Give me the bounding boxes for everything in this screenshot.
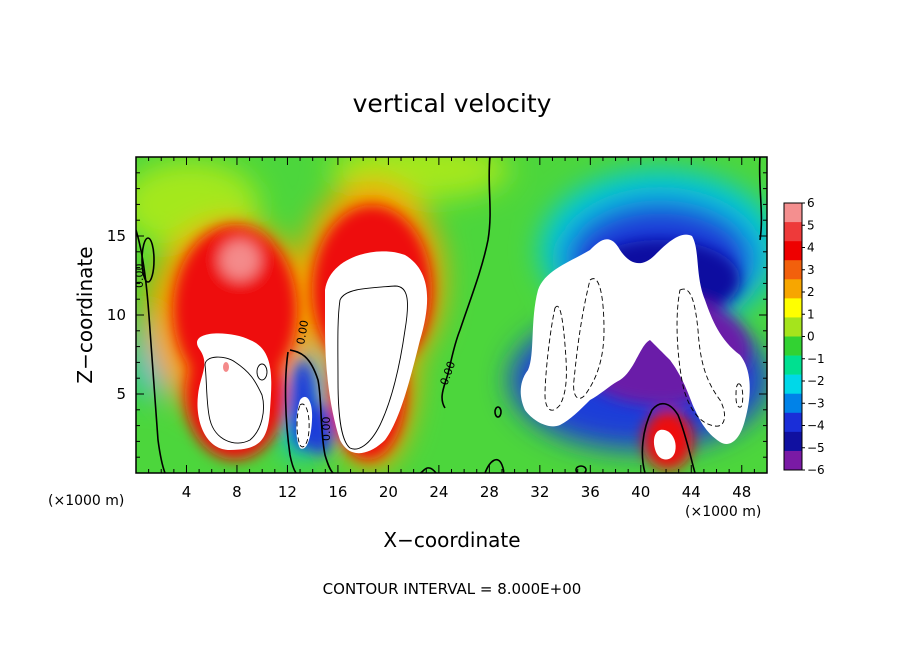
y-tick-label: 15	[107, 227, 126, 245]
colorbar-swatch	[784, 279, 802, 299]
x-tick-label: 28	[480, 483, 499, 501]
x-tick-label: 32	[530, 483, 549, 501]
heatmap-field: 0.00 0.00 0.00 0.00	[133, 157, 767, 473]
chart-title: vertical velocity	[353, 89, 552, 118]
x-tick-label: 44	[682, 483, 701, 501]
updraft-core-left	[196, 333, 272, 450]
updraft-core-center	[325, 251, 428, 454]
colorbar-label: 6	[807, 196, 815, 210]
contour-interval-footer: CONTOUR INTERVAL = 8.000E+00	[323, 580, 582, 598]
colorbar-swatch	[784, 317, 802, 337]
x-tick-label: 8	[232, 483, 242, 501]
x-axis-unit-right: (×1000 m)	[685, 504, 761, 520]
negative-contours	[296, 278, 744, 448]
x-axis-label: X−coordinate	[383, 528, 520, 552]
x-tick-label: 40	[631, 483, 650, 501]
x-tick-label: 16	[328, 483, 347, 501]
colorbar-label: 2	[807, 285, 815, 299]
colorbar-label: −3	[807, 396, 825, 410]
contour-label: 0.00	[133, 264, 146, 289]
colorbar-swatch	[784, 241, 802, 261]
downdraft-core-right	[520, 234, 750, 444]
colorbar: 6 5 4 3 2 1 0 −1 −2 −3 −4 −5 −6	[783, 196, 825, 477]
colorbar-label: −2	[807, 374, 825, 388]
x-tick-label: 24	[429, 483, 448, 501]
colorbar-label: −4	[807, 419, 825, 433]
zero-contours	[136, 157, 763, 473]
x-tick-label: 20	[379, 483, 398, 501]
colorbar-label: 5	[807, 218, 815, 232]
colorbar-swatch	[784, 203, 802, 223]
colorbar-swatch	[784, 336, 802, 356]
contour-label: 0.00	[294, 319, 311, 345]
x-tick-label: 36	[581, 483, 600, 501]
positive-contours	[204, 285, 408, 450]
y-axis-label: Z−coordinate	[73, 246, 97, 383]
y-axis-ticks: 5 10 15	[107, 172, 767, 458]
x-axis-ticks: 4 8 12 16 20 24 28 32 36 40 44 48	[148, 157, 755, 501]
x-tick-label: 12	[278, 483, 297, 501]
colorbar-label: 1	[807, 307, 815, 321]
x-tick-label: 48	[732, 483, 751, 501]
colorbar-label: −1	[807, 352, 825, 366]
colorbar-label: −5	[807, 441, 825, 455]
colorbar-swatch	[784, 222, 802, 242]
y-tick-label: 10	[107, 306, 126, 324]
colorbar-label: −6	[807, 463, 825, 477]
updraft-core-right	[653, 429, 676, 460]
colorbar-swatch	[784, 374, 802, 395]
colorbar-label: 0	[807, 330, 815, 344]
colorbar-swatch	[784, 355, 802, 375]
x-tick-label: 4	[182, 483, 192, 501]
colorbar-swatch	[784, 450, 802, 471]
y-tick-label: 5	[116, 385, 126, 403]
x-axis-unit-left: (×1000 m)	[48, 493, 124, 509]
colorbar-swatch	[784, 260, 802, 280]
colorbar-swatch	[784, 412, 802, 433]
colorbar-label: 3	[807, 263, 815, 277]
contour-label: 0.00	[320, 417, 333, 442]
colorbar-swatch	[784, 431, 802, 452]
colorbar-swatch	[784, 393, 802, 414]
colorbar-label: 4	[807, 241, 815, 255]
colorbar-swatch	[784, 298, 802, 318]
